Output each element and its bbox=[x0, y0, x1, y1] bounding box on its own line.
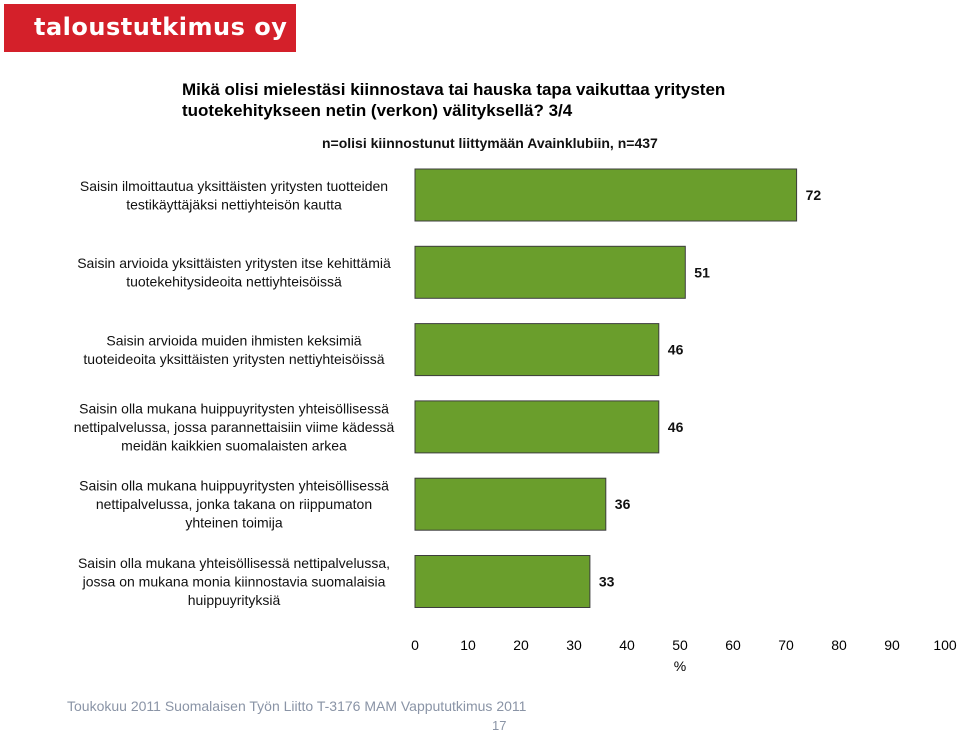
category-label: Saisin ilmoittautua yksittäisten yrityst… bbox=[80, 178, 388, 194]
x-tick-label: 50 bbox=[672, 637, 688, 653]
category-label: Saisin arvioida muiden ihmisten keksimiä bbox=[106, 332, 361, 348]
data-label: 72 bbox=[806, 187, 822, 203]
bar bbox=[414, 555, 591, 608]
category-label: nettipalvelussa, jossa parannettaisiin v… bbox=[74, 419, 395, 435]
bar bbox=[414, 400, 660, 454]
chart-subtitle: n=olisi kiinnostunut liittymään Avainklu… bbox=[322, 135, 658, 151]
x-tick-label: 80 bbox=[831, 637, 847, 653]
logo-text: taloustutkimus oy bbox=[34, 13, 288, 41]
chart-title: Mikä olisi mielestäsi kiinnostava tai ha… bbox=[182, 80, 726, 120]
category-label: yhteinen toimija bbox=[185, 515, 282, 531]
data-label: 46 bbox=[668, 419, 684, 435]
data-label: 46 bbox=[668, 342, 684, 358]
x-tick-label: 20 bbox=[513, 637, 529, 653]
category-label: Saisin olla mukana huippuyritysten yhtei… bbox=[79, 400, 389, 416]
category-label: nettipalvelussa, jonka takana on riippum… bbox=[96, 496, 372, 512]
category-label: Saisin olla mukana huippuyritysten yhtei… bbox=[79, 478, 389, 494]
x-tick-label: 40 bbox=[619, 637, 635, 653]
data-label: 33 bbox=[599, 574, 615, 590]
bar bbox=[414, 168, 798, 222]
category-label: jossa on mukana monia kiinnostavia suoma… bbox=[82, 574, 386, 590]
category-label: Saisin arvioida yksittäisten yritysten i… bbox=[77, 255, 391, 271]
data-label: 36 bbox=[615, 496, 631, 512]
x-tick-label: 100 bbox=[933, 637, 957, 653]
x-tick-label: 90 bbox=[884, 637, 900, 653]
bar bbox=[414, 323, 660, 377]
category-label: meidän kaikkien suomalaisten arkea bbox=[121, 437, 347, 453]
category-label: huippuyrityksiä bbox=[188, 592, 281, 608]
bar bbox=[414, 245, 686, 299]
data-label: 51 bbox=[694, 264, 710, 280]
bar bbox=[414, 477, 607, 531]
x-tick-label: 0 bbox=[411, 637, 419, 653]
category-label: tuoteideoita yksittäisten yritysten nett… bbox=[83, 351, 384, 367]
bar-chart: 72 Saisin ilmoittautua yksittäisten yrity… bbox=[74, 168, 957, 674]
x-tick-label: 70 bbox=[778, 637, 794, 653]
x-axis-label: % bbox=[674, 658, 686, 674]
category-label: tuotekehitysideoita nettiyhteisöissä bbox=[126, 274, 342, 290]
category-label: Saisin olla mukana yhteisöllisessä netti… bbox=[78, 555, 390, 571]
page-number: 17 bbox=[492, 718, 507, 733]
x-tick-label: 60 bbox=[725, 637, 741, 653]
brand-logo: taloustutkimus oy bbox=[4, 4, 296, 52]
footer-text: Toukokuu 2011 Suomalaisen Työn Liitto T-… bbox=[67, 698, 527, 714]
category-label: testikäyttäjäksi nettiyhteisön kautta bbox=[126, 196, 342, 212]
x-tick-label: 10 bbox=[460, 637, 476, 653]
x-tick-label: 30 bbox=[566, 637, 582, 653]
